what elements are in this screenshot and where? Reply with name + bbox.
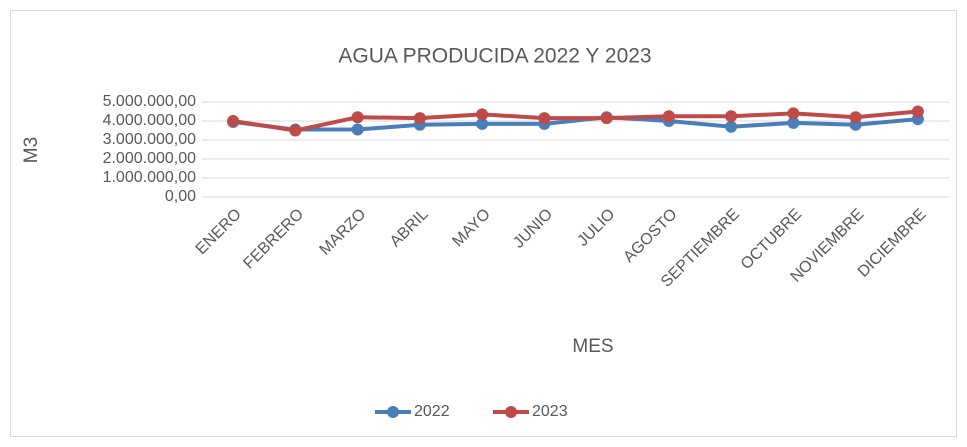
series-marker [849, 111, 862, 124]
y-tick-label: 5.000.000,00 [103, 93, 197, 110]
chart-border [10, 10, 957, 437]
series-marker [600, 112, 613, 125]
series-marker [725, 110, 738, 123]
legend-label: 2022 [414, 403, 450, 420]
series-marker [538, 112, 551, 125]
series-marker [351, 111, 364, 124]
series-line [232, 109, 919, 133]
y-tick-label: 1.000.000,00 [103, 169, 197, 186]
series-marker [413, 112, 426, 125]
series-marker [662, 110, 675, 123]
y-tick-label: 2.000.000,00 [103, 150, 197, 167]
legend-marker [387, 406, 399, 418]
y-tick-label: 4.000.000,00 [103, 112, 197, 129]
series-marker [227, 115, 240, 127]
series-marker [476, 108, 489, 121]
series-line [232, 115, 919, 132]
series-marker [351, 123, 364, 136]
series-marker [289, 124, 302, 137]
y-tick-label: 3.000.000,00 [103, 131, 197, 148]
y-axis-title: M3 [21, 137, 42, 163]
series-marker [787, 107, 800, 120]
chart-title: AGUA PRODUCIDA 2022 Y 2023 [338, 45, 651, 68]
y-tick-label: 0,00 [165, 188, 196, 205]
legend-marker [505, 406, 517, 418]
series-marker [476, 117, 489, 130]
series-marker [787, 116, 800, 129]
series-marker [911, 105, 924, 118]
series-marker [725, 120, 738, 133]
x-axis-title: MES [572, 336, 613, 357]
legend-label: 2023 [532, 403, 568, 420]
